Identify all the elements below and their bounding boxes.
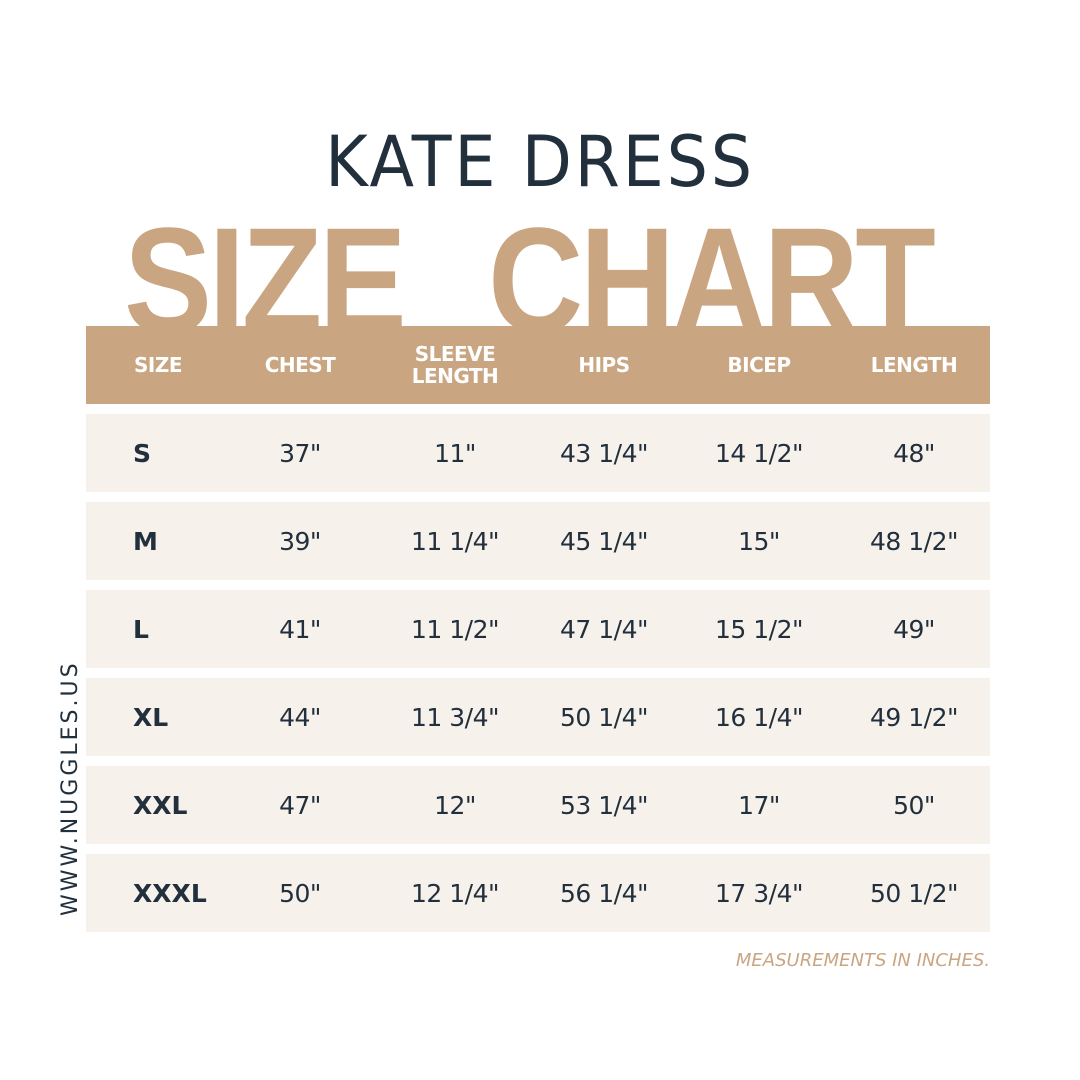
- header-chest: CHEST: [264, 353, 336, 377]
- hips-value: 53 1/4": [560, 790, 649, 820]
- hips-value: 43 1/4": [560, 438, 649, 468]
- header-size: SIZE: [133, 353, 183, 377]
- sleeve-length-value: 12": [434, 790, 476, 820]
- table-row: M 39" 11 1/4" 45 1/4" 15" 48 1/2": [86, 502, 990, 580]
- table-header: SIZE CHEST SLEEVE LENGTH HIPS BICEP LENG…: [86, 326, 990, 404]
- bicep-value: 17": [738, 790, 780, 820]
- table-row: XL 44" 11 3/4" 50 1/4" 16 1/4" 49 1/2": [86, 678, 990, 756]
- size-label: S: [133, 438, 152, 468]
- table-row: S 37" 11" 43 1/4" 14 1/2" 48": [86, 414, 990, 492]
- size-chart-heading: SIZE CHART: [0, 205, 1080, 345]
- chest-value: 37": [279, 438, 321, 468]
- header-hips: HIPS: [578, 353, 630, 377]
- size-label: XXL: [133, 790, 188, 820]
- chest-value: 50": [279, 878, 321, 908]
- sleeve-length-value: 11 1/4": [411, 526, 500, 556]
- bicep-value: 15": [738, 526, 780, 556]
- header-bicep: BICEP: [727, 353, 791, 377]
- heading-word-chart: CHART: [488, 205, 936, 345]
- heading-word-size: SIZE: [124, 205, 407, 345]
- table-row: L 41" 11 1/2" 47 1/4" 15 1/2" 49": [86, 590, 990, 668]
- chest-value: 47": [279, 790, 321, 820]
- chest-value: 39": [279, 526, 321, 556]
- sleeve-length-value: 12 1/4": [411, 878, 500, 908]
- sleeve-length-value: 11": [434, 438, 476, 468]
- chest-value: 44": [279, 702, 321, 732]
- length-value: 50 1/2": [870, 878, 959, 908]
- header-length: LENGTH: [870, 353, 958, 377]
- hips-value: 56 1/4": [560, 878, 649, 908]
- header-sleeve-length: SLEEVE LENGTH: [411, 342, 499, 388]
- bicep-value: 17 3/4": [715, 878, 804, 908]
- size-label: M: [133, 526, 158, 556]
- length-value: 48 1/2": [870, 526, 959, 556]
- bicep-value: 14 1/2": [715, 438, 804, 468]
- hips-value: 45 1/4": [560, 526, 649, 556]
- hips-value: 47 1/4": [560, 614, 649, 644]
- length-value: 49": [893, 614, 935, 644]
- size-label: L: [133, 614, 149, 644]
- measurement-units-note: MEASUREMENTS IN INCHES.: [735, 950, 990, 971]
- product-name: KATE DRESS: [325, 121, 755, 203]
- hips-value: 50 1/4": [560, 702, 649, 732]
- table-row: XXXL 50" 12 1/4" 56 1/4" 17 3/4" 50 1/2": [86, 854, 990, 932]
- length-value: 49 1/2": [870, 702, 959, 732]
- length-value: 50": [893, 790, 935, 820]
- chest-value: 41": [279, 614, 321, 644]
- sleeve-length-value: 11 1/2": [411, 614, 500, 644]
- table-row: XXL 47" 12" 53 1/4" 17" 50": [86, 766, 990, 844]
- size-label: XL: [133, 702, 169, 732]
- website-url: WWW.NUGGLES.US: [58, 660, 83, 916]
- bicep-value: 15 1/2": [715, 614, 804, 644]
- bicep-value: 16 1/4": [715, 702, 804, 732]
- size-label: XXXL: [133, 878, 207, 908]
- sleeve-length-value: 11 3/4": [411, 702, 500, 732]
- length-value: 48": [893, 438, 935, 468]
